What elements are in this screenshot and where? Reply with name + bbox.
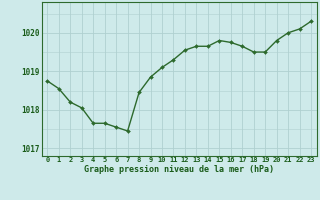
- X-axis label: Graphe pression niveau de la mer (hPa): Graphe pression niveau de la mer (hPa): [84, 165, 274, 174]
